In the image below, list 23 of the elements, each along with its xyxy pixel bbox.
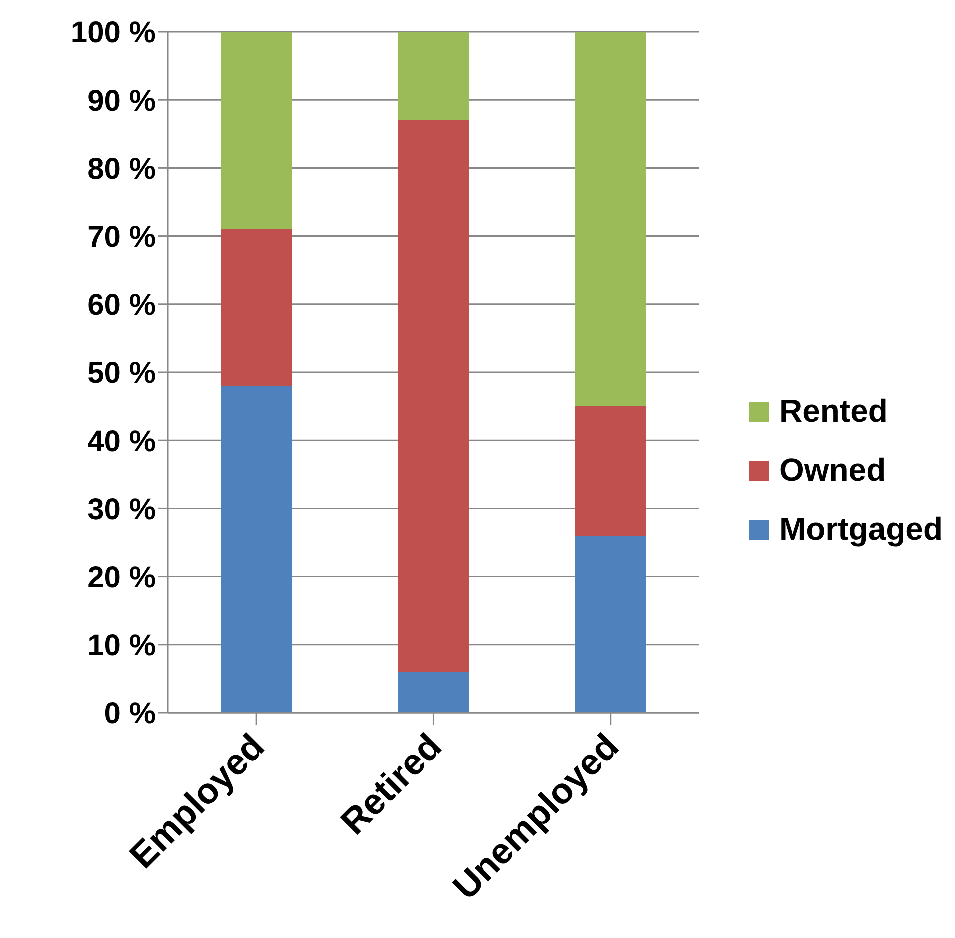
- y-tick-label: 20 %: [88, 561, 156, 594]
- y-tick-label: 100 %: [70, 16, 156, 50]
- y-tick-label: 90 %: [88, 84, 156, 118]
- bar: [398, 672, 470, 713]
- bar: [575, 32, 646, 407]
- bar: [575, 406, 646, 536]
- y-tick-label: 30 %: [88, 493, 156, 526]
- y-tick-label: 0 %: [104, 698, 156, 731]
- legend-label: Owned: [779, 452, 886, 489]
- y-tick-label: 80 %: [88, 152, 156, 186]
- bar: [398, 32, 470, 121]
- bar: [575, 536, 646, 713]
- y-tick-label: 50 %: [88, 357, 156, 390]
- y-tick-label: 40 %: [88, 425, 156, 458]
- legend-label: Rented: [779, 393, 888, 430]
- bar: [221, 32, 292, 230]
- bar: [221, 386, 292, 713]
- bar: [221, 229, 292, 386]
- y-tick-label: 10 %: [88, 630, 156, 663]
- bar: [398, 120, 470, 672]
- legend-label: Mortgaged: [779, 511, 943, 548]
- y-tick-label: 70 %: [88, 220, 156, 254]
- y-tick-label: 60 %: [88, 289, 156, 322]
